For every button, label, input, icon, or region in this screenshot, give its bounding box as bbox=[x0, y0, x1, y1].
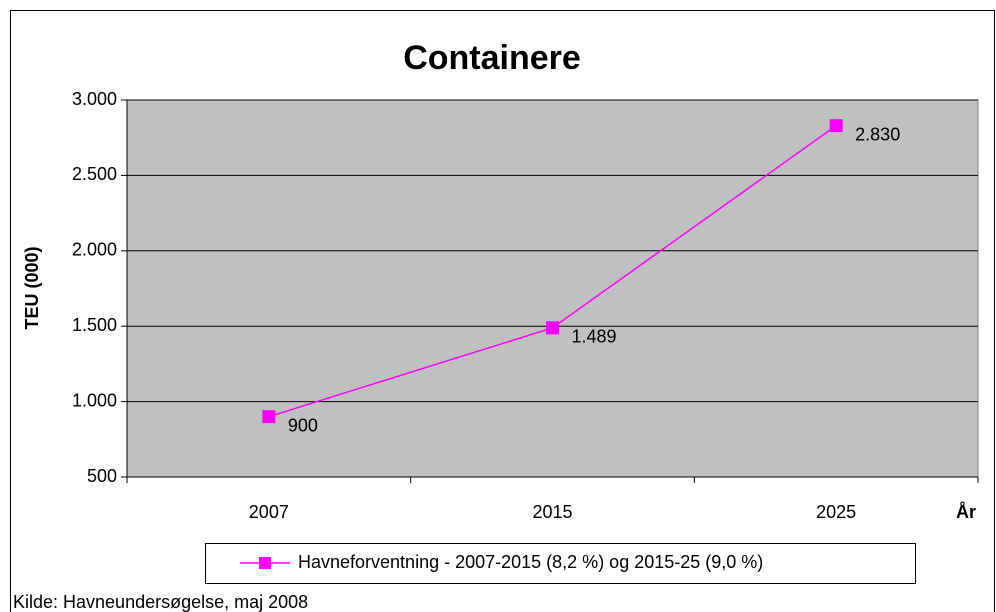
x-tick-label: 2025 bbox=[816, 502, 856, 522]
source-note: Kilde: Havneundersøgelse, maj 2008 bbox=[13, 592, 308, 612]
data-label: 1.489 bbox=[572, 327, 617, 347]
x-tick-label: 2007 bbox=[249, 502, 289, 522]
y-tick-label: 2.000 bbox=[72, 240, 117, 260]
legend-marker bbox=[259, 557, 271, 569]
x-axis-label: År bbox=[956, 502, 976, 522]
y-tick-label: 500 bbox=[87, 466, 117, 486]
data-label: 2.830 bbox=[855, 124, 900, 144]
y-tick-label: 2.500 bbox=[72, 164, 117, 184]
point-marker bbox=[546, 321, 559, 335]
chart-title: Containere bbox=[403, 39, 581, 77]
y-tick-label: 1.000 bbox=[72, 390, 117, 410]
y-axis-label: TEU (000) bbox=[22, 246, 42, 329]
plot-area bbox=[126, 99, 979, 478]
y-tick-label: 1.500 bbox=[72, 315, 117, 335]
y-tick-label: 3.000 bbox=[72, 89, 117, 109]
x-tick-label: 2015 bbox=[532, 502, 572, 522]
point-marker bbox=[829, 119, 843, 133]
data-label: 900 bbox=[288, 415, 318, 435]
legend-label: Havneforventning - 2007-2015 (8,2 %) og … bbox=[298, 552, 763, 572]
point-marker bbox=[262, 410, 276, 424]
legend-box bbox=[205, 543, 916, 584]
